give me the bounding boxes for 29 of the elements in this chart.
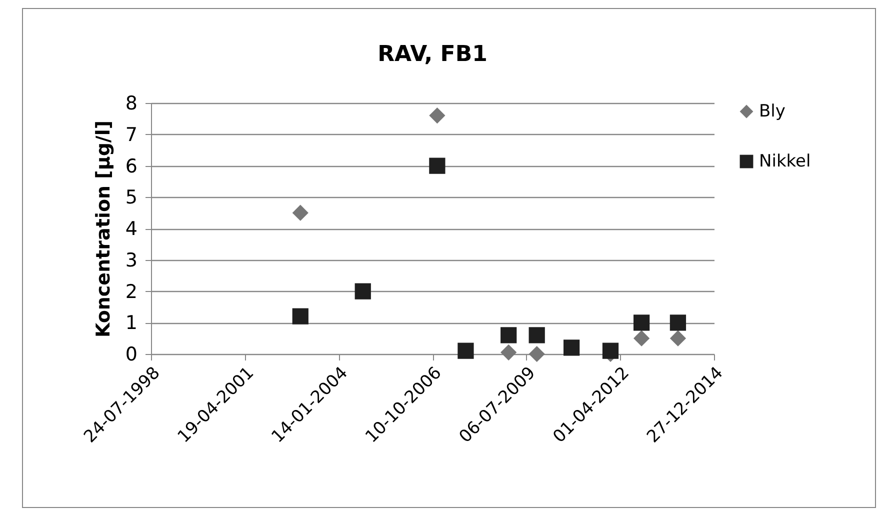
y-tick-label: 2 (125, 280, 138, 303)
point (528, 327, 545, 344)
point (528, 346, 545, 362)
point (564, 340, 580, 356)
point (429, 107, 446, 124)
point (634, 314, 650, 331)
point (500, 327, 517, 344)
y-tick-label: 7 (125, 124, 138, 146)
point (354, 283, 371, 300)
y-tick-label: 4 (125, 218, 138, 240)
legend-label: Bly (759, 102, 786, 122)
y-tick-label: 1 (125, 312, 138, 334)
point (292, 204, 308, 221)
y-tick-label: 3 (125, 249, 138, 272)
point (602, 342, 619, 359)
point (500, 344, 517, 360)
point (634, 330, 650, 346)
point (429, 158, 446, 174)
y-tick-label: 8 (125, 92, 138, 114)
y-tick-label: 0 (125, 344, 138, 366)
y-tick-label: 6 (125, 155, 138, 178)
point (670, 330, 686, 346)
legend-label: Nikkel (759, 152, 811, 172)
chart-title: RAV, FB1 (378, 42, 488, 67)
point (670, 314, 686, 331)
y-tick-label: 5 (125, 186, 138, 209)
point (458, 342, 474, 359)
point (292, 308, 308, 324)
y-axis-title: Koncentration [µg/l] (92, 120, 114, 338)
